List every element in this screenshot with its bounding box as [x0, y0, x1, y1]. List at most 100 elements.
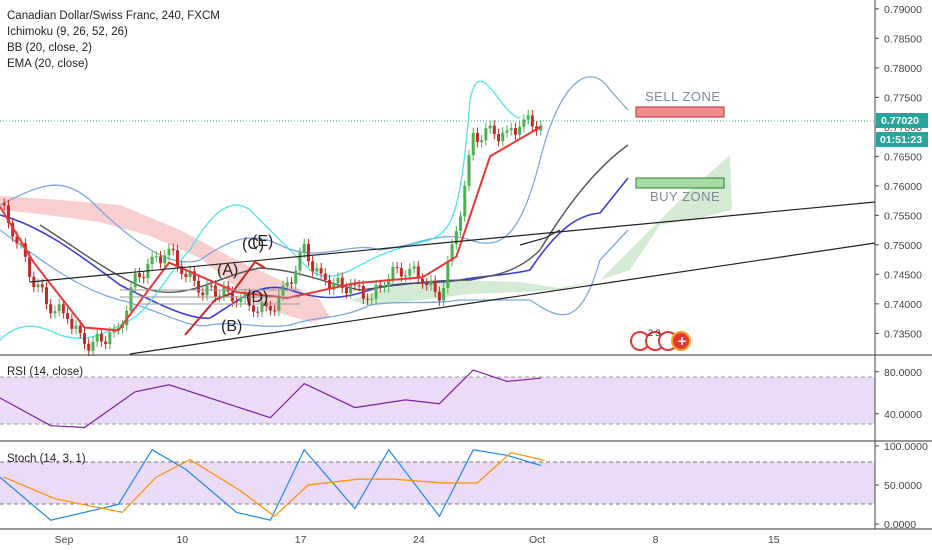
abcde-pattern-line: [184, 260, 266, 336]
pattern-label-a: (A): [217, 262, 238, 279]
indicator-bb[interactable]: BB (20, close, 2): [7, 42, 93, 54]
drawings-layer[interactable]: [29, 201, 876, 355]
rsi-line: [0, 369, 541, 429]
buy-zone-label: BUY ZONE: [650, 189, 720, 204]
candle-body: [285, 282, 289, 286]
ema-layer: [0, 125, 542, 332]
ema-line: [0, 125, 542, 332]
candle-body: [273, 310, 277, 312]
indicator-ema[interactable]: EMA (20, close): [7, 58, 89, 70]
candle-body: [197, 280, 201, 293]
indicator-ichimoku[interactable]: Ichimoku (9, 26, 52, 26): [7, 26, 128, 38]
candle-body: [11, 223, 15, 237]
price-tick-label: 0.79000: [884, 4, 922, 16]
countdown-value: 01:51:23: [880, 134, 922, 146]
candle-body: [505, 130, 509, 133]
candle-body: [78, 325, 82, 334]
rsi-label[interactable]: RSI (14, close): [7, 366, 84, 378]
candle-body: [15, 236, 19, 244]
candle-body: [530, 115, 534, 127]
candle-body: [184, 273, 188, 277]
candle-body: [429, 280, 433, 286]
candle-body: [425, 283, 429, 286]
candle-body: [49, 304, 53, 314]
time-label: 10: [176, 534, 188, 546]
candle-body: [526, 115, 530, 120]
candle-body: [256, 311, 260, 313]
event-badges[interactable]: 2 3 +: [630, 328, 691, 351]
candle-body: [404, 275, 408, 277]
candle-body: [235, 301, 239, 303]
candle-body: [311, 261, 315, 272]
candle-body: [433, 280, 437, 292]
stoch-d-line: [3, 451, 545, 518]
candle-body: [290, 282, 294, 284]
sell-zone-label: SELL ZONE: [645, 89, 721, 104]
price-tick-label: 0.76500: [884, 151, 922, 163]
candle-body: [412, 266, 416, 269]
candle-body: [243, 293, 247, 299]
rsi-tick-label: 80.0000: [884, 367, 922, 379]
price-axis[interactable]: 0.790000.785000.780000.775000.770000.765…: [874, 0, 928, 531]
time-axis[interactable]: Sep 10 17 24 Oct 8 15: [55, 534, 780, 546]
candle-body: [213, 285, 217, 297]
candle-body: [450, 244, 454, 262]
candle-body: [104, 341, 108, 345]
pattern-label-e: (E): [252, 233, 273, 250]
sell-zone-box[interactable]: [635, 106, 725, 118]
time-label: Sep: [55, 534, 74, 546]
candle-body: [163, 255, 167, 264]
event-badge-count: 2 3: [648, 328, 661, 338]
candle-body: [19, 243, 23, 245]
candle-body: [408, 268, 412, 276]
candle-body: [315, 268, 319, 272]
candle-body: [239, 298, 243, 303]
candle-body: [459, 216, 463, 232]
candle-body: [95, 333, 99, 342]
candle-body: [99, 333, 103, 342]
candle-body: [28, 256, 32, 277]
price-tick-label: 0.74000: [884, 299, 922, 311]
candle-body: [121, 325, 125, 329]
candle-body: [357, 285, 361, 287]
stoch-k-line: [0, 448, 541, 521]
candle-body: [218, 295, 222, 297]
candle-body: [192, 271, 196, 281]
stoch-label[interactable]: Stoch (14, 3, 1): [7, 453, 86, 465]
price-tick-label: 0.73500: [884, 328, 922, 340]
candle-body: [6, 205, 10, 224]
stoch-tick-label: 0.0000: [884, 519, 916, 531]
rsi-pane[interactable]: [0, 369, 875, 429]
candle-body: [306, 244, 310, 262]
candle-body: [340, 277, 344, 288]
candle-body: [437, 291, 441, 301]
candle-body: [442, 287, 446, 301]
price-tick-label: 0.75500: [884, 210, 922, 222]
candle-body: [44, 287, 48, 305]
candle-body: [108, 332, 112, 345]
candle-body: [277, 295, 281, 311]
candle-body: [378, 284, 382, 288]
candle-body: [133, 273, 137, 288]
price-tick-label: 0.77500: [884, 92, 922, 104]
buy-zone-box[interactable]: [635, 177, 725, 189]
candle-body: [201, 292, 205, 296]
candle-body: [374, 284, 378, 299]
candle-body: [395, 267, 399, 269]
stoch-tick-label: 50.0000: [884, 480, 922, 492]
candle-body: [366, 298, 370, 300]
candle-body: [471, 132, 475, 156]
candle-body: [260, 302, 264, 312]
symbol-title[interactable]: Canadian Dollar/Swiss Franc, 240, FXCM: [7, 10, 220, 22]
candle-body: [268, 306, 272, 311]
candle-body: [391, 267, 395, 280]
breakout-marker: [519, 229, 561, 246]
candle-body: [209, 285, 213, 287]
candle-body: [298, 252, 302, 271]
stoch-pane[interactable]: [0, 448, 875, 521]
time-label: 17: [295, 534, 307, 546]
chart-legend: Canadian Dollar/Swiss Franc, 240, FXCM I…: [7, 8, 220, 72]
candle-body: [522, 119, 526, 127]
candle-body: [484, 128, 488, 141]
